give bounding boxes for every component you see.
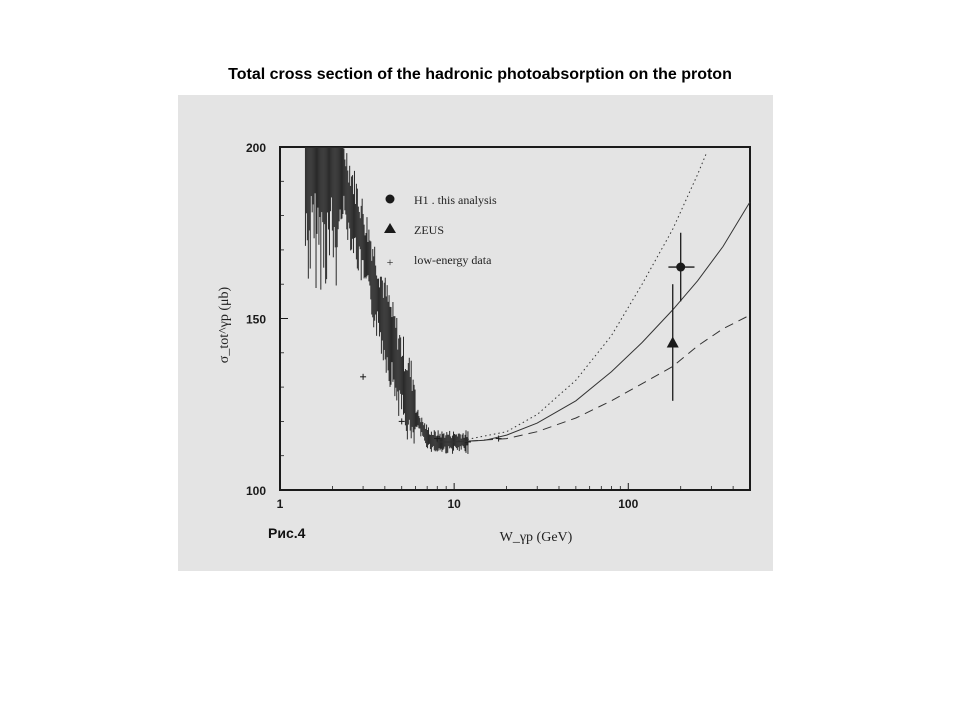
legend-entry-zeus: ZEUS <box>414 223 444 237</box>
legend-marker-circle <box>385 194 395 204</box>
x-tick-label: 10 <box>447 497 461 511</box>
figure-label: Рис.4 <box>268 525 306 541</box>
legend-entry-low-energy: low-energy data <box>414 253 492 267</box>
x-tick-label: 1 <box>277 497 284 511</box>
data-points <box>666 232 695 401</box>
x-tick-label: 100 <box>618 497 638 511</box>
legend-marker-triangle <box>384 223 396 233</box>
x-axis-ticks: 1 10 100 <box>277 483 734 511</box>
y-axis-ticks: 100 150 200 <box>246 141 288 498</box>
curve-dashed <box>454 314 751 443</box>
y-tick-label: 200 <box>246 141 266 155</box>
legend-marker-plus: + <box>387 255 394 269</box>
model-curves <box>437 153 751 443</box>
x-axis-label: W_γp (GeV) <box>500 530 573 545</box>
h1-point <box>676 262 686 272</box>
legend-entry-h1: H1 . this analysis <box>414 193 497 207</box>
zeus-point <box>666 336 679 348</box>
scanned-figure: 1 10 100 100 150 200 σ_tot^γp (μb) W_γp (GeV… <box>178 95 773 571</box>
slide-title: Total cross section of the hadronic phot… <box>228 66 732 83</box>
y-tick-label: 150 <box>246 313 266 327</box>
legend: H1 . this analysis ZEUS + low-energy dat… <box>384 193 497 269</box>
y-axis-label: σ_tot^γp (μb) <box>217 286 232 363</box>
curve-dotted <box>454 153 707 443</box>
curve-solid <box>437 201 751 443</box>
y-tick-label: 100 <box>246 484 266 498</box>
cross-section-plot: 1 10 100 100 150 200 σ_tot^γp (μb) W_γp (GeV… <box>217 141 751 545</box>
